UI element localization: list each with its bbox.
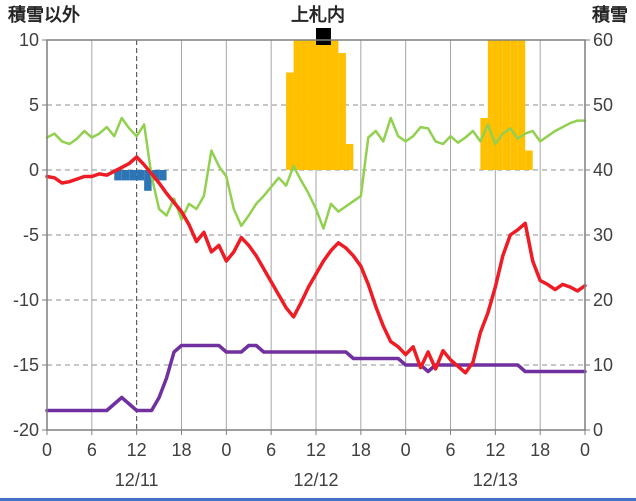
left-tick-label: 5 (29, 95, 39, 115)
x-tick-label: 0 (221, 440, 231, 460)
x-tick-label: 6 (445, 440, 455, 460)
right-tick-label: 30 (593, 225, 613, 245)
precipitation-bar (144, 170, 152, 191)
snowfall-bar (525, 150, 533, 170)
left-tick-label: -15 (13, 355, 39, 375)
right-tick-label: 0 (593, 420, 603, 440)
x-tick-label: 18 (171, 440, 191, 460)
chart-title: 上札内 (291, 5, 345, 25)
snowfall-bar (338, 53, 346, 170)
x-tick-label: 12 (485, 440, 505, 460)
right-tick-label: 60 (593, 30, 613, 50)
left-tick-label: -20 (13, 420, 39, 440)
x-tick-label: 12 (306, 440, 326, 460)
precipitation-bar (151, 170, 160, 181)
day-label: 12/12 (293, 470, 338, 490)
snowfall-bar (517, 40, 526, 170)
snowfall-bar (480, 118, 488, 170)
left-tick-label: -10 (13, 290, 39, 310)
green-line (45, 116, 587, 230)
day-label: 12/11 (115, 470, 159, 490)
snowfall-bar (330, 40, 339, 170)
x-tick-label: 18 (351, 440, 371, 460)
snow-depth-line (45, 343, 587, 413)
x-tick-label: 0 (401, 440, 411, 460)
right-tick-label: 40 (593, 160, 613, 180)
bottom-accent-bar (0, 498, 636, 501)
snowfall-bar (308, 40, 316, 170)
snowfall-bar (293, 40, 302, 170)
snowfall-bar (301, 40, 309, 170)
snowfall-bar (510, 40, 518, 170)
x-tick-label: 12 (127, 440, 147, 460)
right-tick-label: 50 (593, 95, 613, 115)
left-tick-label: -5 (23, 225, 39, 245)
precipitation-bar (159, 170, 167, 181)
right-tick-label: 20 (593, 290, 613, 310)
right-axis-title: 積雪 (592, 5, 628, 25)
precipitation-bar (121, 170, 130, 181)
snowfall-bar (495, 40, 503, 170)
snowfall-bar (316, 40, 324, 170)
left-tick-label: 10 (19, 30, 39, 50)
right-tick-label: 10 (593, 355, 613, 375)
snowfall-bar (323, 40, 331, 170)
x-tick-label: 18 (530, 440, 550, 460)
left-axis-title: 積雪以外 (8, 5, 80, 25)
snowfall-bar (286, 72, 294, 170)
precipitation-bar (129, 170, 137, 181)
x-tick-label: 0 (580, 440, 590, 460)
snowfall-bar (345, 144, 354, 170)
x-tick-label: 6 (87, 440, 97, 460)
temperature-line (45, 155, 587, 375)
snowfall-bar (502, 40, 511, 170)
left-tick-label: 0 (29, 160, 39, 180)
x-tick-label: 0 (42, 440, 52, 460)
precipitation-bar (136, 170, 145, 181)
top-marker (316, 28, 331, 45)
snowfall-bar (487, 40, 496, 170)
x-tick-label: 6 (266, 440, 276, 460)
day-label: 12/13 (473, 470, 518, 490)
precipitation-bar (114, 170, 122, 181)
